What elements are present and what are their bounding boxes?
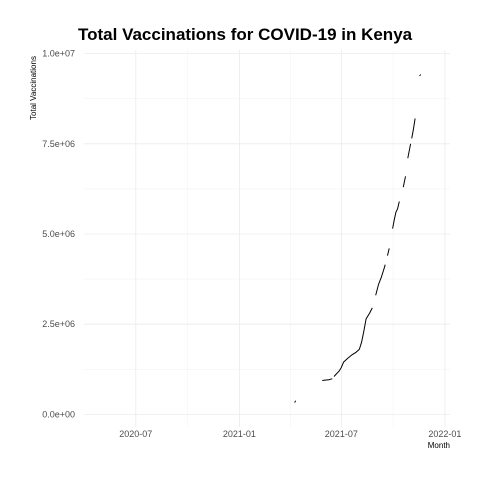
series-line-segment [392,201,400,229]
series-line-segment [407,143,412,159]
series-line-segment [294,400,297,403]
series-line-segment [419,74,422,77]
major-gridlines [84,50,450,427]
chart-title: Total Vaccinations for COVID-19 in Kenya [78,25,413,44]
x-axis-title: Month [428,441,450,450]
y-tick-label: 7.5e+06 [42,139,75,149]
y-tick-label: 5.0e+06 [42,229,75,239]
series-line-segment [402,176,406,188]
series-line-segment [375,264,386,296]
y-tick-label: 2.5e+06 [42,319,75,329]
series-line-segment [387,248,390,256]
x-tick-label: 2021-01 [223,429,256,439]
series-line-segment [333,307,373,377]
y-tick-label: 0.0e+00 [42,409,75,419]
series-lines [294,74,422,403]
y-tick-label: 1.0e+07 [42,49,75,59]
series-line-segment [322,378,333,381]
x-axis-tick-labels: 2020-07 2021-01 2021-07 2022-01 [119,429,461,439]
y-axis-title: Total Vaccinations [29,56,38,120]
minor-gridlines [84,50,450,427]
x-tick-label: 2022-01 [428,429,461,439]
x-tick-label: 2021-07 [325,429,358,439]
series-line-segment [411,118,416,139]
y-axis-tick-labels: 0.0e+00 2.5e+06 5.0e+06 7.5e+06 1.0e+07 [42,49,75,420]
x-tick-label: 2020-07 [119,429,152,439]
